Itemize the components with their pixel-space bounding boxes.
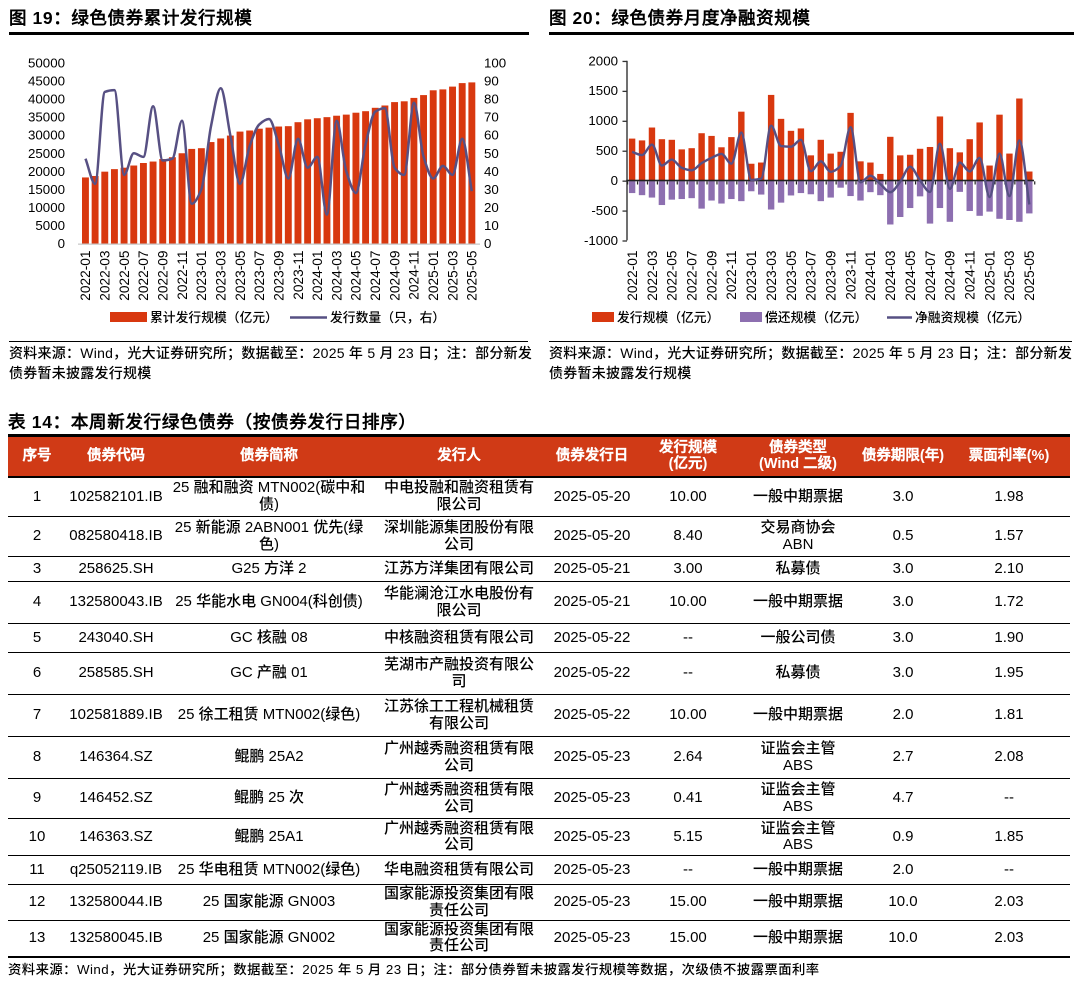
svg-text:2022-11: 2022-11	[724, 251, 739, 300]
svg-text:15000: 15000	[28, 182, 65, 197]
svg-text:2024-03: 2024-03	[329, 250, 344, 301]
svg-text:2025-03: 2025-03	[1002, 250, 1017, 301]
svg-text:2024-11: 2024-11	[407, 251, 422, 300]
svg-text:净融资规模（亿元）: 净融资规模（亿元）	[915, 310, 1030, 325]
svg-text:40: 40	[484, 164, 499, 179]
svg-text:2023-03: 2023-03	[214, 250, 229, 301]
svg-text:偿还规模（亿元）: 偿还规模（亿元）	[765, 310, 867, 325]
svg-text:40000: 40000	[28, 92, 65, 107]
svg-text:10000: 10000	[28, 200, 65, 215]
svg-text:2024-05: 2024-05	[903, 250, 918, 301]
svg-text:90: 90	[484, 74, 499, 89]
svg-text:30: 30	[484, 182, 499, 197]
svg-text:0: 0	[611, 173, 618, 188]
svg-text:1000: 1000	[588, 113, 618, 128]
svg-text:2022-01: 2022-01	[625, 251, 640, 301]
svg-text:20: 20	[484, 200, 499, 215]
svg-text:2023-11: 2023-11	[843, 251, 858, 300]
svg-text:25000: 25000	[28, 146, 65, 161]
svg-text:50000: 50000	[28, 56, 65, 71]
svg-text:2023-07: 2023-07	[252, 251, 267, 301]
svg-text:2025-01: 2025-01	[982, 251, 997, 301]
svg-text:2023-11: 2023-11	[291, 251, 306, 300]
svg-text:45000: 45000	[28, 74, 65, 89]
svg-text:2023-09: 2023-09	[824, 251, 839, 301]
svg-text:2024-07: 2024-07	[923, 251, 938, 301]
svg-text:2024-09: 2024-09	[943, 251, 958, 301]
svg-text:2022-09: 2022-09	[156, 251, 171, 301]
svg-text:2023-05: 2023-05	[233, 250, 248, 301]
svg-text:2024-11: 2024-11	[963, 251, 978, 300]
svg-text:2023-05: 2023-05	[784, 250, 799, 301]
svg-text:80: 80	[484, 92, 499, 107]
svg-text:0: 0	[58, 236, 65, 251]
svg-text:2023-03: 2023-03	[764, 250, 779, 301]
svg-text:2022-03: 2022-03	[98, 250, 113, 301]
svg-text:30000: 30000	[28, 128, 65, 143]
svg-text:2023-01: 2023-01	[194, 251, 209, 301]
svg-text:累计发行规模（亿元）: 累计发行规模（亿元）	[150, 310, 278, 325]
svg-text:2024-09: 2024-09	[387, 251, 402, 301]
svg-text:2023-09: 2023-09	[271, 251, 286, 301]
svg-text:2022-05: 2022-05	[117, 250, 132, 301]
svg-text:-500: -500	[591, 203, 618, 218]
svg-text:35000: 35000	[28, 110, 65, 125]
svg-text:2022-07: 2022-07	[136, 251, 151, 301]
svg-text:2023-01: 2023-01	[744, 251, 759, 301]
svg-text:10: 10	[484, 218, 499, 233]
svg-text:2022-11: 2022-11	[175, 251, 190, 300]
svg-text:2024-01: 2024-01	[310, 251, 325, 301]
svg-text:2025-03: 2025-03	[445, 250, 460, 301]
svg-text:2024-05: 2024-05	[349, 250, 364, 301]
svg-text:发行数量（只，右）: 发行数量（只，右）	[330, 310, 445, 325]
svg-text:2022-05: 2022-05	[665, 250, 680, 301]
svg-text:500: 500	[596, 143, 618, 158]
svg-text:2024-03: 2024-03	[883, 250, 898, 301]
svg-text:20000: 20000	[28, 164, 65, 179]
svg-text:50: 50	[484, 146, 499, 161]
svg-text:2024-01: 2024-01	[863, 251, 878, 301]
svg-text:2025-05: 2025-05	[465, 250, 480, 301]
svg-text:-1000: -1000	[584, 233, 618, 248]
svg-text:2023-07: 2023-07	[804, 251, 819, 301]
svg-text:2022-03: 2022-03	[645, 250, 660, 301]
svg-text:2025-05: 2025-05	[1022, 250, 1037, 301]
svg-text:2022-01: 2022-01	[78, 251, 93, 301]
svg-text:1500: 1500	[588, 83, 618, 98]
svg-text:5000: 5000	[35, 218, 65, 233]
svg-text:0: 0	[484, 236, 491, 251]
svg-text:2022-09: 2022-09	[704, 251, 719, 301]
svg-text:70: 70	[484, 110, 499, 125]
svg-text:2022-07: 2022-07	[685, 251, 700, 301]
svg-text:2000: 2000	[588, 53, 618, 68]
svg-text:发行规模（亿元）: 发行规模（亿元）	[617, 310, 719, 325]
svg-text:2025-01: 2025-01	[426, 251, 441, 301]
svg-text:2024-07: 2024-07	[368, 251, 383, 301]
svg-text:100: 100	[484, 56, 506, 71]
svg-text:60: 60	[484, 128, 499, 143]
